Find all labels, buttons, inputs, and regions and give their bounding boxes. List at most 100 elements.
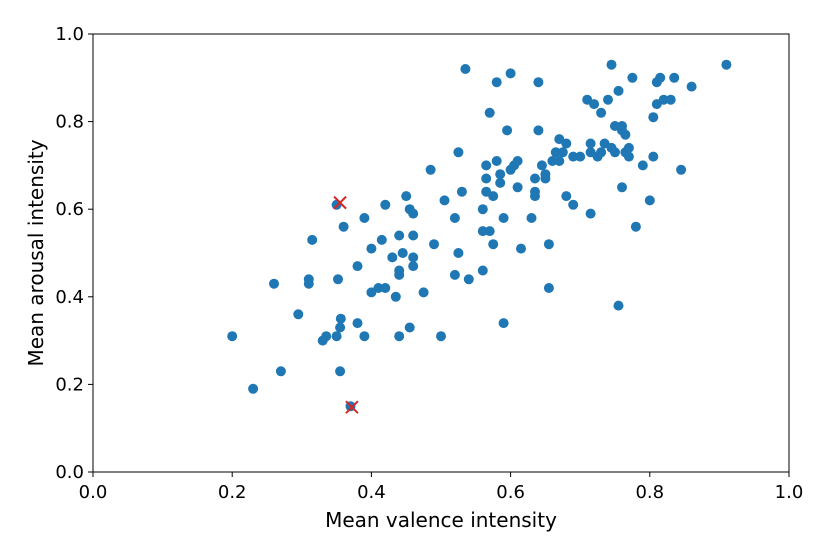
data-point	[526, 213, 537, 223]
data-point	[495, 169, 506, 180]
data-point	[686, 81, 697, 92]
data-point	[540, 173, 551, 184]
highlight-x-marker	[345, 400, 359, 414]
y-tick-label: 0.6	[55, 199, 84, 220]
data-point	[307, 234, 318, 245]
data-point	[408, 230, 419, 241]
data-point	[335, 366, 346, 377]
data-point	[561, 138, 572, 149]
data-point	[585, 138, 596, 149]
data-point	[397, 248, 408, 258]
data-point	[463, 274, 474, 285]
data-point	[665, 94, 676, 105]
data-point	[543, 239, 554, 250]
data-point	[617, 182, 627, 193]
data-point	[630, 221, 641, 232]
data-point	[387, 252, 398, 263]
x-tick-label: 0.8	[635, 482, 664, 503]
data-point	[227, 331, 238, 342]
data-point	[498, 318, 509, 329]
data-point	[333, 274, 343, 285]
data-point	[394, 265, 405, 276]
data-point	[321, 331, 332, 342]
data-point	[669, 72, 680, 83]
data-point	[498, 213, 509, 223]
data-point	[373, 283, 384, 293]
data-point	[596, 147, 607, 158]
data-point	[491, 77, 502, 88]
data-point	[380, 283, 391, 293]
data-point	[655, 72, 666, 83]
data-point	[477, 226, 488, 237]
data-point	[596, 107, 607, 118]
data-point	[275, 366, 286, 377]
data-point	[366, 243, 377, 254]
x-axis-ticks: 0.0 0.2 0.4 0.6 0.8 1.0	[79, 472, 803, 503]
data-point	[293, 309, 304, 320]
data-point	[617, 121, 627, 131]
data-point	[648, 112, 659, 123]
data-point	[408, 252, 419, 263]
x-axis-label: Mean valence intensity	[325, 508, 557, 532]
data-point	[623, 142, 634, 153]
data-point	[335, 322, 346, 333]
data-point	[481, 160, 492, 171]
data-point	[359, 331, 370, 342]
data-point	[658, 94, 669, 105]
data-point	[338, 221, 349, 232]
data-point	[449, 213, 460, 223]
data-point	[484, 107, 495, 118]
data-point	[429, 239, 439, 250]
data-point	[303, 278, 314, 289]
plot-frame	[92, 33, 790, 473]
data-point	[352, 261, 363, 272]
data-point	[477, 204, 488, 215]
y-tick-label: 1.0	[55, 24, 84, 45]
data-point	[359, 213, 370, 223]
data-point	[603, 94, 613, 105]
data-point	[456, 186, 467, 197]
data-point	[390, 291, 401, 302]
data-point	[637, 160, 648, 171]
data-point	[491, 156, 502, 166]
data-point	[613, 300, 624, 311]
y-tick-label: 0.8	[55, 112, 84, 133]
data-point	[335, 313, 346, 324]
data-point	[394, 331, 405, 342]
data-point	[453, 248, 464, 258]
data-point	[439, 195, 450, 206]
data-point	[585, 208, 596, 219]
data-point	[516, 243, 526, 254]
data-point	[623, 151, 634, 162]
data-point	[248, 383, 259, 394]
data-point	[477, 265, 488, 276]
data-point	[488, 239, 499, 250]
data-point	[606, 59, 617, 70]
data-point	[721, 59, 732, 70]
data-point	[568, 199, 579, 210]
data-point	[644, 195, 655, 206]
y-axis-label: Mean arousal intensity	[24, 139, 48, 366]
data-point	[533, 77, 544, 88]
data-point	[575, 151, 586, 162]
data-point	[543, 283, 554, 293]
data-point	[380, 199, 391, 210]
data-point	[352, 318, 363, 329]
data-point	[620, 129, 631, 140]
data-point	[512, 182, 523, 193]
data-point	[512, 156, 523, 166]
data-point	[269, 278, 279, 289]
y-tick-label: 0.2	[55, 374, 84, 395]
data-point	[589, 99, 600, 110]
data-point	[484, 226, 495, 237]
y-tick-label: 0.0	[55, 462, 84, 483]
data-point	[561, 191, 572, 202]
data-point	[676, 164, 687, 175]
data-point	[425, 164, 436, 175]
data-point	[404, 322, 415, 333]
data-point	[401, 191, 412, 202]
data-point	[568, 151, 579, 162]
data-point	[453, 147, 464, 158]
data-point	[554, 156, 565, 166]
data-point	[408, 261, 419, 272]
